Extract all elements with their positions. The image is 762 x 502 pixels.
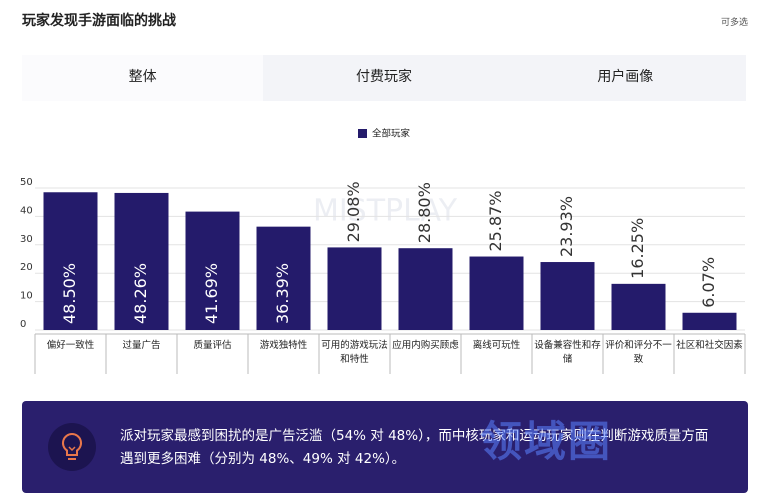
y-tick-label: 20 (20, 262, 33, 273)
bar (682, 312, 737, 330)
x-tick-label: 过量广告 (122, 340, 161, 351)
y-tick-label: 0 (20, 319, 26, 330)
callout: 派对玩家最感到困扰的是广告泛滥（54% 对 48%），而中核玩家和运动玩家则在判… (22, 401, 748, 493)
x-tick-label: 社区和社交因素 (676, 340, 743, 351)
title: 玩家发现手游面临的挑战 (22, 13, 176, 29)
value-label: 36.39% (273, 263, 292, 324)
bar (327, 247, 382, 330)
legend-label: 全部玩家 (372, 128, 411, 140)
tab-bar: 整体 付费玩家 用户画像 (22, 55, 746, 101)
value-label: 48.50% (60, 263, 79, 324)
x-tick-label: 偏好一致性 (46, 340, 95, 351)
bulb-icon (48, 423, 96, 471)
y-tick-label: 30 (20, 234, 33, 245)
value-label: 28.80% (415, 182, 434, 243)
legend-swatch (358, 129, 367, 138)
watermark: MISTPLAY (313, 194, 458, 229)
tab[interactable]: 用户画像 (597, 69, 654, 85)
y-tick-label: 10 (20, 291, 33, 302)
bar (43, 192, 98, 330)
y-tick-label: 50 (20, 177, 33, 188)
x-tick-label: 质量评估 (193, 340, 232, 351)
callout-text: 派对玩家最感到困扰的是广告泛滥（54% 对 48%），而中核玩家和运动玩家则在判… (120, 428, 709, 467)
value-label: 23.93% (557, 196, 576, 257)
value-label: 16.25% (628, 218, 647, 279)
note: 可多选 (720, 18, 748, 28)
x-tick-label: 离线可玩性 (472, 340, 521, 351)
bar (114, 192, 169, 330)
bar (611, 283, 666, 330)
y-tick-label: 40 (20, 205, 33, 216)
x-tick-label: 可用的游戏玩法和特性 (321, 340, 388, 365)
bar (540, 262, 595, 330)
tab[interactable]: 付费玩家 (355, 69, 412, 85)
value-label: 6.07% (699, 257, 718, 308)
x-tick-label: 游戏独特性 (259, 340, 308, 351)
value-label: 25.87% (486, 191, 505, 252)
value-label: 29.08% (344, 181, 363, 242)
x-tick-label: 设备兼容性和存储 (534, 340, 601, 365)
chart: MISTPLAY 0 10 20 30 40 50 全部玩家 48.50% 48.26% 41.6… (20, 128, 746, 374)
bar (398, 248, 453, 330)
bar (256, 226, 311, 330)
bar (469, 256, 524, 330)
value-label: 41.69% (202, 263, 221, 324)
x-tick-label: 评价和评分不一致 (605, 340, 672, 365)
tab[interactable]: 整体 (22, 55, 264, 101)
watermark: 领域圈 (480, 417, 613, 466)
value-label: 48.26% (131, 263, 150, 324)
bar (185, 211, 240, 330)
x-tick-label: 应用内购买顾虑 (392, 340, 459, 351)
